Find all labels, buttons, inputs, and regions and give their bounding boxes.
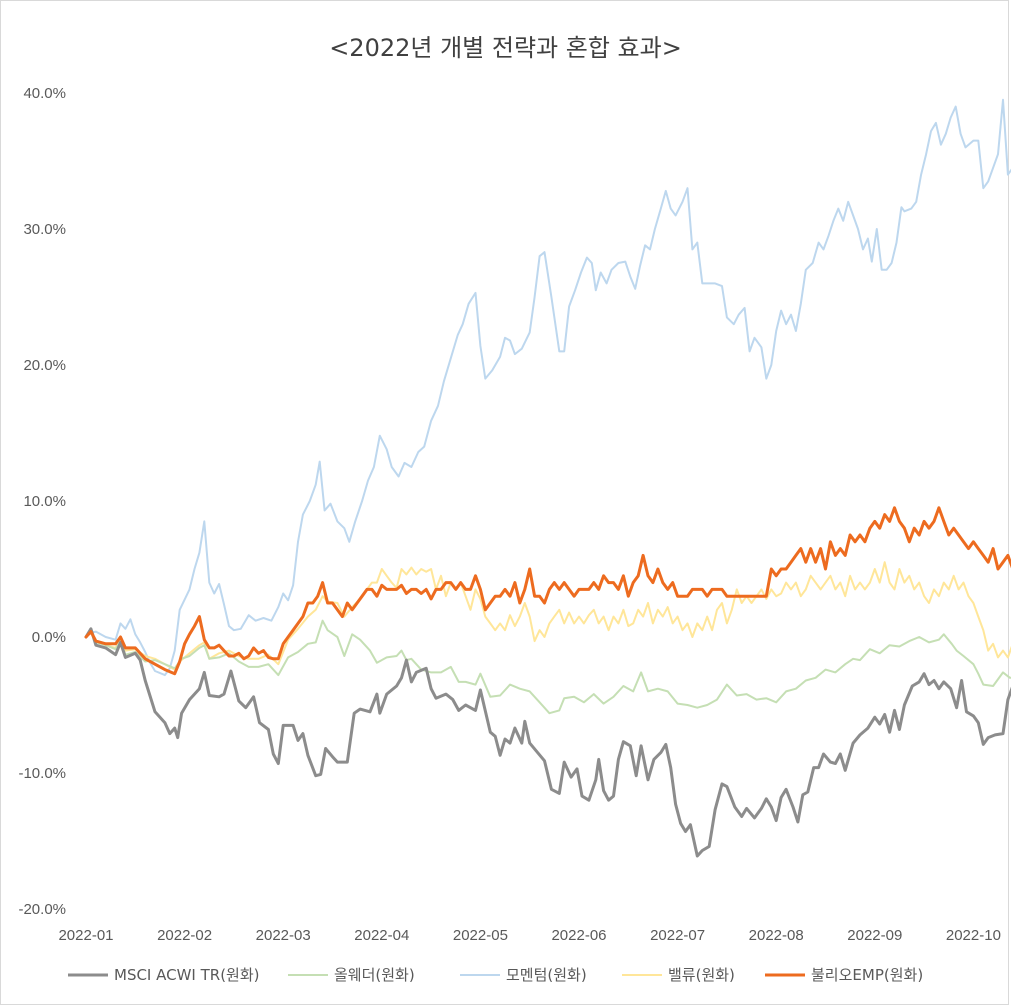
x-tick-label: 2022-09 xyxy=(847,927,902,944)
x-tick-label: 2022-08 xyxy=(749,927,804,944)
x-tick-label: 2022-04 xyxy=(354,927,409,944)
x-tick-label: 2022-03 xyxy=(256,927,311,944)
series-line xyxy=(85,619,1011,715)
legend-label: 모멘텀(원화) xyxy=(506,966,587,984)
x-tick-label: 2022-02 xyxy=(157,927,212,944)
y-tick-label: 10.0% xyxy=(23,493,66,510)
chart-title: <2022년 개별 전략과 혼합 효과> xyxy=(329,34,682,62)
series-line xyxy=(84,506,1011,676)
series-line xyxy=(85,98,1011,677)
y-tick-label: 30.0% xyxy=(23,221,66,238)
legend-label: 올웨더(원화) xyxy=(334,966,415,984)
y-tick-label: -20.0% xyxy=(18,901,66,918)
y-tick-label: 0.0% xyxy=(32,629,66,646)
legend-label: MSCI ACWI TR(원화) xyxy=(114,966,260,984)
series-line xyxy=(84,627,1011,858)
legend-label: 밸류(원화) xyxy=(668,966,735,984)
x-tick-label: 2022-05 xyxy=(453,927,508,944)
x-tick-label: 2022-06 xyxy=(551,927,606,944)
x-tick-label: 2022-07 xyxy=(650,927,705,944)
x-tick-label: 2022-10 xyxy=(946,927,1001,944)
y-tick-label: 20.0% xyxy=(23,357,66,374)
legend-label: 불리오EMP(원화) xyxy=(811,966,923,984)
y-tick-label: -10.0% xyxy=(18,765,66,782)
x-tick-label: 2022-01 xyxy=(58,927,113,944)
y-tick-label: 40.0% xyxy=(23,85,66,102)
series-line xyxy=(85,561,1011,671)
